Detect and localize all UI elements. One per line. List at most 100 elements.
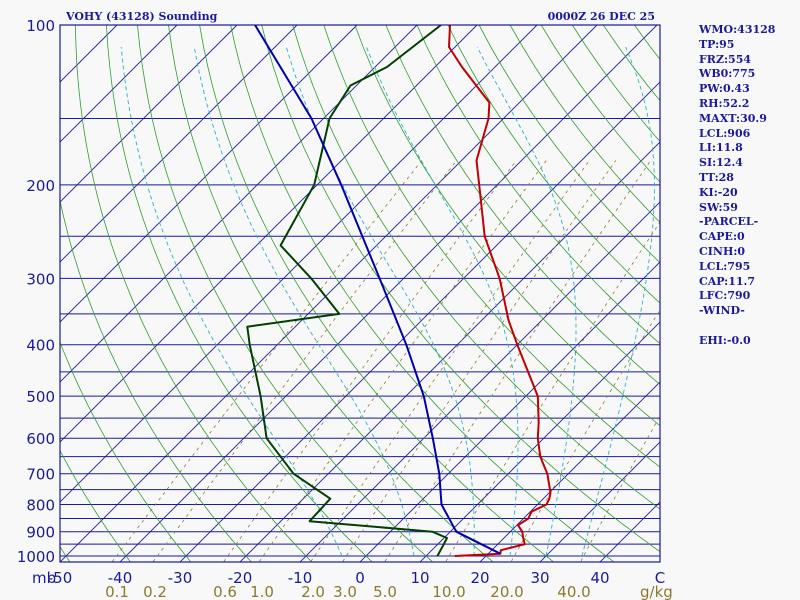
mixing-ratio-line (310, 160, 590, 562)
dry-adiabat-110 (447, 25, 660, 304)
temperature-label: -10 (288, 569, 313, 587)
index-entry: TT:28 (699, 170, 734, 184)
isotherm--120 (60, 25, 178, 143)
temperature-label: 20 (470, 569, 489, 587)
dry-adiabat-70 (323, 25, 660, 468)
mixing-ratio-label: 0.2 (143, 583, 167, 600)
index-entry: CAPE:0 (699, 230, 745, 244)
dry-adiabat--20 (60, 198, 252, 562)
moist-adiabat-18 (285, 46, 475, 556)
mixing-ratio-label: 40.0 (557, 583, 590, 600)
index-entry: TP:95 (699, 37, 735, 51)
temperature-label: 40 (590, 569, 609, 587)
index-entry: -PARCEL- (699, 215, 759, 229)
dry-adiabat-0 (106, 25, 373, 562)
sounding-traces (246, 25, 552, 557)
isotherm--70 (60, 25, 478, 443)
index-entry: LCL:906 (699, 126, 751, 140)
pressure-label: 800 (26, 497, 55, 515)
pressure-label: 700 (26, 466, 55, 484)
mixing-ratio-label: 5.0 (373, 583, 397, 600)
index-entry: RH:52.2 (699, 96, 750, 110)
indices-panel: WMO:43128 TP:95 FRZ:554 WB0:775 PW:0.43 RH:52… (699, 23, 799, 349)
isotherm-30 (539, 441, 660, 562)
isotherm--80 (60, 25, 418, 383)
index-entry: SW:59 (699, 200, 738, 214)
dry-adiabat-40 (230, 25, 615, 562)
dry-adiabat--10 (74, 25, 313, 562)
temperature-label: -20 (228, 569, 253, 587)
isotherm-10 (419, 321, 660, 562)
mixing-ratio-label: 0.6 (213, 583, 237, 600)
temperature-label: C (655, 569, 665, 587)
temperature-label: 10 (410, 569, 429, 587)
moist-adiabat-24 (365, 46, 519, 557)
index-entry: LI:11.8 (699, 141, 743, 155)
moist-adiabat-8 (193, 46, 415, 557)
mixing-ratio-line (152, 160, 457, 562)
dry-adiabat-120 (478, 25, 660, 264)
pressure-unit-label: mb (32, 569, 56, 587)
index-entry: WMO:43128 (699, 23, 776, 36)
mixing-ratio-label: 1.0 (250, 583, 274, 600)
isotherm-20 (479, 381, 660, 562)
index-entry: LFC:790 (699, 289, 751, 303)
moist-adiabat-30 (476, 46, 577, 557)
dry-adiabat-80 (354, 25, 660, 427)
pressure-label: 600 (26, 430, 55, 448)
moist-adiabat--4 (120, 46, 343, 557)
index-entry: PW:0.43 (699, 82, 750, 96)
mixing-ratio-line (510, 309, 660, 562)
mixing-ratio-line (111, 160, 423, 562)
index-entry: CINH:0 (699, 244, 746, 258)
index-entry: EHI:-0.0 (699, 333, 751, 347)
dry-adiabat-100 (416, 25, 660, 345)
mixing-ratio-label: 3.0 (333, 583, 357, 600)
mixing-ratio-line (580, 415, 660, 562)
pressure-label: 200 (26, 177, 55, 195)
pressure-label: 400 (26, 337, 55, 355)
dry-adiabat--30 (60, 341, 192, 562)
mixing-ratio-label: 2.0 (301, 583, 325, 600)
temperature-label: -40 (108, 569, 133, 587)
dry-adiabat--40 (60, 449, 131, 562)
isotherm--60 (60, 25, 538, 503)
mixing-ratio-label: 20.0 (490, 583, 523, 600)
dry-adiabat-30 (199, 25, 555, 562)
pressure-label: 300 (26, 270, 55, 288)
isotherm--100 (60, 25, 298, 263)
dry-adiabat-60 (292, 25, 660, 510)
index-entry: MAXT:30.9 (699, 111, 767, 125)
index-entry (699, 319, 799, 334)
isotherm--90 (60, 25, 358, 323)
mixing-ratio-line (384, 160, 652, 562)
moist-adiabat-36 (581, 46, 655, 557)
station-title: VOHY (43128) Sounding (65, 10, 218, 23)
temperature-label: 0 (355, 569, 365, 587)
mixing-ratio-label: 0.1 (105, 583, 129, 600)
index-entry: SI:12.4 (699, 156, 743, 170)
isotherm-0 (359, 261, 660, 562)
parcel-trace (254, 25, 501, 555)
isotherm--140 (0, 25, 57, 567)
pressure-label: 100 (26, 17, 55, 35)
isotherm--20 (239, 141, 660, 562)
plot-background (60, 25, 660, 562)
dry-adiabat-50 (261, 25, 660, 553)
index-entry: LCL:795 (699, 259, 751, 273)
mixing-ratio-label: 10.0 (432, 583, 465, 600)
mixing-ratio-unit-label: g/kg (640, 583, 673, 600)
sounding-time: 0000Z 26 DEC 25 (548, 10, 655, 23)
temperature-trace (448, 25, 552, 557)
background-grid (0, 25, 660, 567)
plot-frame (59, 24, 661, 563)
dry-adiabat-90 (385, 25, 660, 385)
pressure-label: 1000 (17, 548, 55, 566)
index-entry: WB0:775 (699, 67, 756, 81)
isotherm--110 (60, 25, 238, 203)
mixing-ratio-line (341, 160, 617, 562)
index-entry: FRZ:554 (699, 52, 752, 66)
temperature-label: -30 (168, 569, 193, 587)
